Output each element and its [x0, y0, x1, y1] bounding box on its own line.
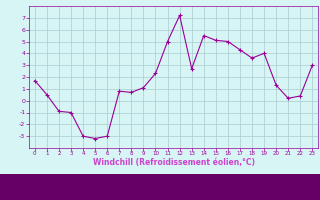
X-axis label: Windchill (Refroidissement éolien,°C): Windchill (Refroidissement éolien,°C)	[92, 158, 255, 167]
